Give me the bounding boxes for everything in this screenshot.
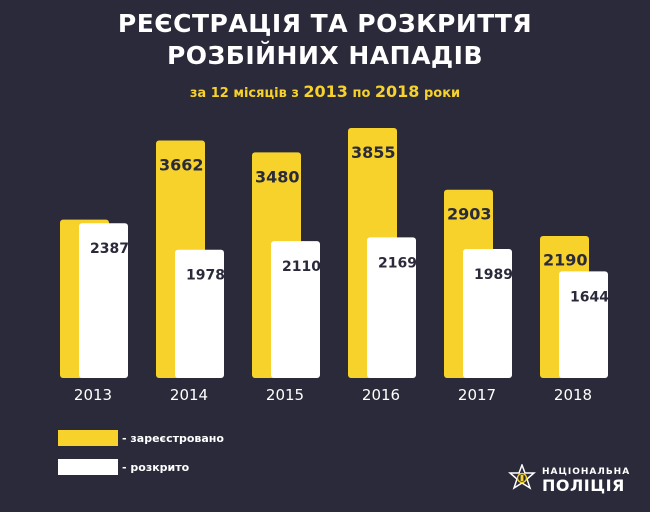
- chart-title-line-1: РЕЄСТРАЦІЯ ТА РОЗКРИТТЯ: [117, 9, 533, 38]
- subtitle-part: 12 місяців: [210, 86, 287, 101]
- x-tick-label: 2013: [74, 386, 112, 404]
- data-label-registered: 2442: [63, 202, 108, 221]
- national-police-logo: НАЦІОНАЛЬНА ПОЛІЦІЯ: [507, 462, 631, 498]
- data-label-registered: 3480: [255, 167, 300, 186]
- subtitle-part: по: [347, 86, 375, 101]
- bar-solved: [559, 271, 608, 378]
- bar-solved: [463, 249, 512, 378]
- x-tick-label: 2014: [170, 386, 208, 404]
- data-label-solved: 1644: [570, 289, 609, 305]
- subtitle-part: роки: [419, 86, 461, 101]
- data-label-registered: 2903: [447, 205, 492, 224]
- data-label-registered: 3855: [351, 143, 396, 162]
- x-tick-label: 2018: [554, 386, 592, 404]
- data-label-solved: 2169: [378, 255, 417, 271]
- data-label-registered: 3662: [159, 156, 204, 175]
- subtitle-year-end: 2018: [374, 82, 420, 101]
- x-tick-label: 2015: [266, 386, 304, 404]
- data-label-solved: 1989: [474, 267, 513, 283]
- bar-solved: [367, 237, 416, 378]
- logo-text-line-1: НАЦІОНАЛЬНА: [542, 467, 631, 477]
- legend-swatch-solved: [58, 459, 118, 475]
- data-label-solved: 2110: [282, 259, 321, 275]
- x-tick-label: 2017: [458, 386, 496, 404]
- legend-swatch-registered: [58, 430, 118, 446]
- data-label-solved: 2387: [90, 241, 129, 257]
- bar-solved: [175, 249, 224, 378]
- data-label-solved: 1978: [186, 268, 225, 284]
- subtitle-part: за: [189, 86, 211, 101]
- police-star-icon: [507, 462, 537, 490]
- bar-solved: [79, 223, 128, 378]
- data-label-registered: 2190: [543, 250, 588, 269]
- legend-label-solved: - розкрито: [122, 461, 190, 474]
- legend-label-registered: - зареєстровано: [122, 432, 224, 445]
- x-tick-label: 2016: [362, 386, 400, 404]
- bar-solved: [271, 241, 320, 378]
- logo-text-line-2: ПОЛІЦІЯ: [542, 476, 625, 495]
- chart-subtitle: за 12 місяців з 2013 по 2018 роки: [0, 82, 650, 101]
- subtitle-part: з: [286, 86, 304, 101]
- chart-title-line-2: РОЗБІЙНИХ НАПАДІВ: [166, 41, 484, 70]
- subtitle-year-start: 2013: [303, 82, 348, 101]
